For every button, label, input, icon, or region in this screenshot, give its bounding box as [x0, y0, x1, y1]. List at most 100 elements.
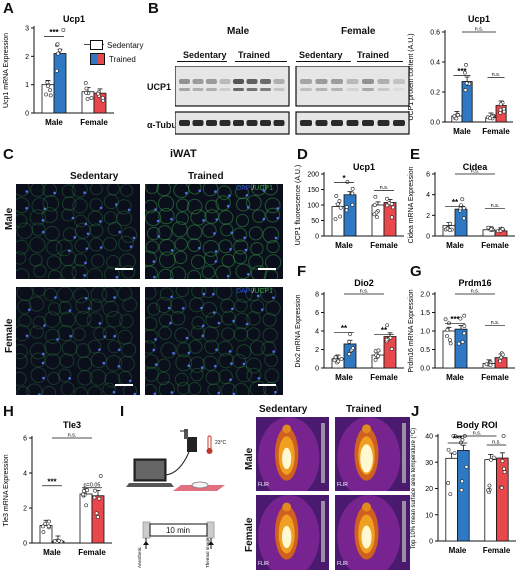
schematic-temp-label: 23°C — [215, 440, 227, 446]
blot-label-tubulin: α-Tubulin — [147, 120, 188, 130]
chart-b: Ucp1 UCP1 protein content (A.U.) 0.0 0.2 0.4… — [408, 14, 513, 136]
x-category-label: Male — [335, 373, 353, 382]
legend-swatch-sedentary — [90, 40, 103, 50]
data-point — [445, 327, 450, 332]
blot-label-female: Female — [341, 26, 376, 37]
bar-male-trained — [53, 53, 67, 114]
y-axis-label: Top 10% mean surface area temperature (°… — [411, 428, 417, 549]
panel-letter-b: B — [148, 0, 159, 17]
thermal-label-trained: Trained — [346, 404, 382, 415]
data-point — [350, 191, 355, 196]
iwat-label-trained: Trained — [188, 171, 224, 182]
data-point — [48, 93, 53, 98]
x-category-label: Female — [482, 127, 510, 136]
y-tick-label: 0.4 — [430, 60, 440, 67]
data-point — [338, 205, 343, 210]
y-tick-label: 200 — [307, 172, 319, 179]
data-point — [448, 492, 453, 496]
thermometer-icon — [206, 435, 213, 454]
thermal-image-female-trained: FLIR — [335, 495, 410, 570]
legend-item-sedentary: Sedentary — [90, 40, 150, 50]
stain-label-male: DAPI/UCP1 — [236, 185, 273, 192]
y-axis-label: Cidea mRNA Expression — [408, 166, 415, 243]
flir-logo: FLIR — [258, 561, 269, 567]
blot-label-female-sedentary: Sedentary — [299, 50, 343, 60]
y-tick-label: 0 — [25, 111, 29, 118]
y-axis-label: UCP1 fluorescence (A.U.) — [295, 165, 302, 246]
x-category-label: Female — [370, 241, 398, 250]
data-point — [84, 90, 88, 95]
bar-male-sedentary — [445, 457, 458, 542]
y-tick-label: 4 — [315, 329, 319, 336]
y-tick-label: 6 — [315, 310, 319, 317]
y-tick-label: 40 — [425, 434, 433, 441]
data-point — [85, 97, 90, 101]
data-point — [462, 206, 466, 211]
data-point — [56, 51, 60, 56]
data-point — [344, 205, 349, 209]
significance-label: n.s. — [492, 440, 501, 446]
chart-title: Cidea — [463, 162, 489, 172]
x-category-label: Male — [45, 118, 63, 127]
x-category-label: Female — [483, 546, 511, 555]
data-point — [464, 464, 469, 469]
data-point — [501, 434, 506, 438]
x-category-label: Female — [370, 373, 398, 382]
bar-male-trained — [461, 81, 473, 123]
data-point — [100, 95, 105, 100]
panel-letter-i: I — [120, 403, 125, 420]
thermal-label-male: Male — [244, 447, 255, 470]
data-point — [96, 91, 100, 96]
data-point — [47, 519, 51, 524]
data-point — [54, 68, 59, 73]
significance-label: n.s. — [475, 27, 484, 33]
legend-label-trained: Trained — [109, 54, 136, 64]
chart-title: Ucp1 — [353, 162, 375, 172]
data-point — [333, 217, 338, 222]
data-point — [385, 196, 389, 201]
y-tick-label: 100 — [307, 203, 319, 210]
data-point — [464, 63, 468, 67]
data-point — [384, 337, 389, 342]
data-point — [339, 357, 344, 361]
x-category-label: Female — [481, 373, 509, 382]
significance-label: *** — [47, 477, 57, 486]
data-point — [447, 228, 452, 232]
chart-title: Ucp1 — [63, 14, 85, 24]
chart-title: Tle3 — [63, 420, 81, 430]
micrograph-male-sedentary — [16, 184, 140, 279]
data-point — [373, 357, 378, 362]
x-category-label: Male — [446, 373, 464, 382]
significance-label: ** — [452, 198, 459, 207]
data-point — [58, 48, 62, 53]
data-point — [499, 485, 504, 490]
data-point — [448, 221, 452, 226]
micrograph-male-trained: DAPI/UCP1 — [145, 184, 283, 279]
data-point — [375, 215, 379, 220]
iwat-label-male: Male — [4, 207, 15, 230]
y-tick-label: 50 — [311, 218, 319, 225]
data-point — [372, 203, 377, 208]
y-axis-label: Prdm16 mRNA Expression — [408, 289, 415, 372]
x-category-label: Male — [335, 241, 353, 250]
data-point — [460, 479, 465, 484]
timeline — [142, 521, 215, 549]
data-point — [347, 352, 352, 356]
data-point — [98, 474, 103, 479]
data-point — [43, 521, 48, 526]
flir-logo: FLIR — [337, 482, 348, 488]
data-point — [55, 42, 60, 47]
data-point — [337, 199, 342, 203]
significance-label: n.s. — [68, 433, 77, 439]
significance-label: *** — [450, 315, 460, 324]
data-point — [376, 354, 380, 359]
thermal-label-female: Female — [244, 517, 255, 552]
y-axis-label: Ucp1 mRNA Expression — [3, 33, 10, 108]
panel-letter-h: H — [3, 403, 14, 420]
data-point — [462, 324, 467, 328]
legend-item-trained: Trained — [90, 53, 150, 65]
panel-letter-c: C — [3, 146, 14, 163]
data-point — [83, 81, 88, 85]
data-point — [372, 212, 377, 217]
blot-label-male-trained: Trained — [238, 50, 271, 60]
